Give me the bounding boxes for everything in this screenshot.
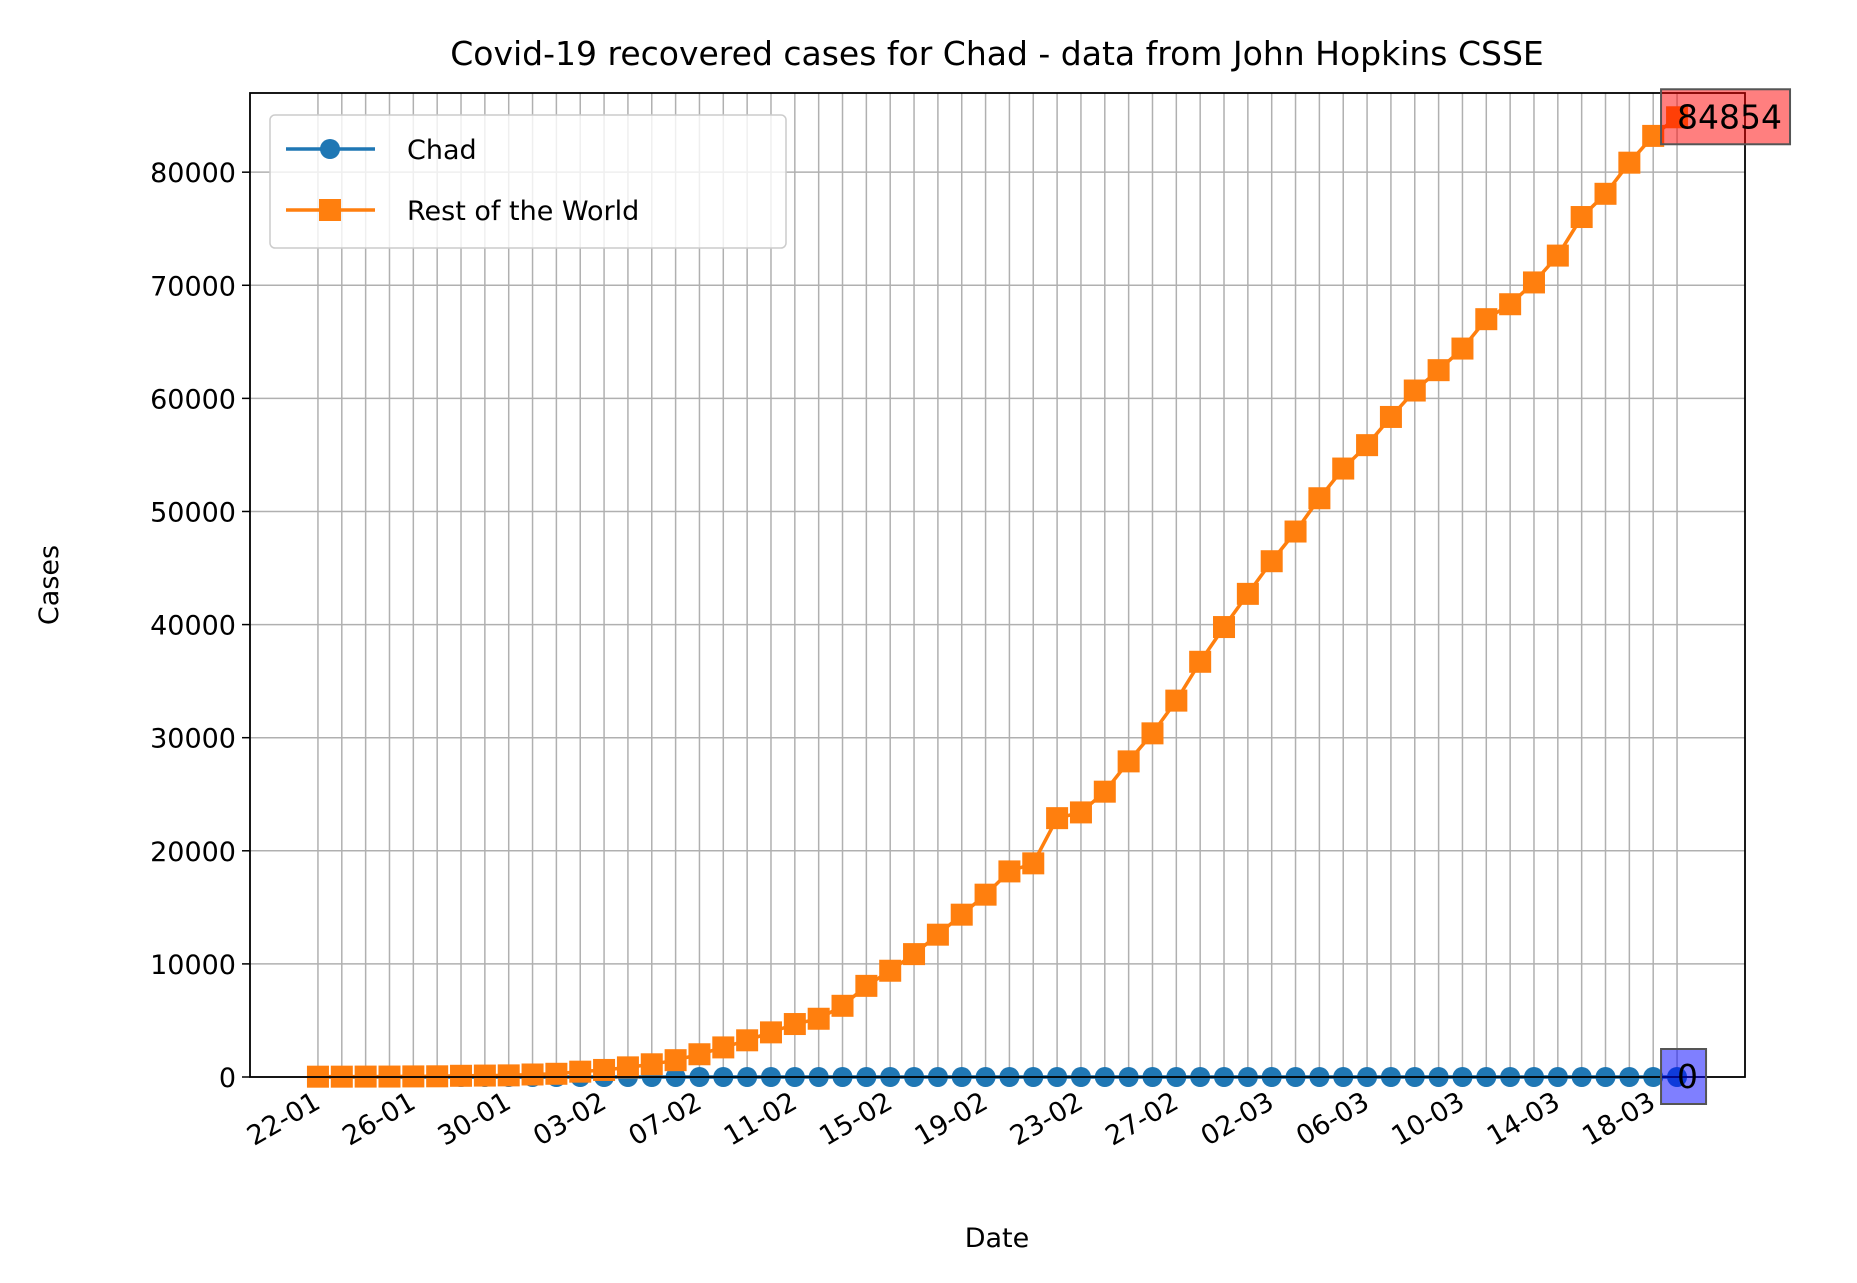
data-point bbox=[1356, 434, 1379, 457]
data-point bbox=[593, 1058, 616, 1081]
y-tick-label: 60000 bbox=[150, 384, 236, 415]
data-point bbox=[1284, 520, 1307, 543]
data-point bbox=[1618, 151, 1641, 174]
legend-box bbox=[269, 114, 787, 249]
data-point bbox=[1189, 650, 1212, 673]
data-point bbox=[664, 1049, 687, 1072]
data-point bbox=[1213, 616, 1236, 639]
data-point bbox=[521, 1063, 544, 1086]
data-point bbox=[783, 1013, 806, 1036]
legend-marker bbox=[320, 139, 340, 159]
data-point bbox=[1642, 124, 1665, 147]
data-point bbox=[1332, 457, 1355, 480]
series-line bbox=[317, 115, 1679, 1079]
data-point bbox=[807, 1007, 830, 1030]
data-point bbox=[855, 974, 878, 997]
data-point bbox=[1093, 780, 1116, 803]
data-point bbox=[903, 943, 926, 966]
data-point bbox=[473, 1064, 496, 1087]
data-point bbox=[1236, 582, 1259, 605]
value-label: 84854 bbox=[1677, 97, 1782, 136]
data-point bbox=[1570, 206, 1593, 229]
data-point bbox=[497, 1064, 520, 1087]
data-point bbox=[1475, 308, 1498, 331]
y-axis-label: Cases bbox=[34, 545, 65, 625]
legend-label: Chad bbox=[407, 135, 477, 166]
data-point bbox=[1141, 722, 1164, 745]
data-point bbox=[1403, 379, 1426, 402]
data-point bbox=[1117, 750, 1140, 773]
data-point bbox=[1451, 337, 1474, 360]
data-point bbox=[879, 959, 902, 982]
data-point bbox=[688, 1043, 711, 1066]
data-point bbox=[1069, 801, 1092, 824]
plot-frame bbox=[249, 92, 1746, 1078]
data-point bbox=[1379, 405, 1402, 428]
data-point bbox=[974, 883, 997, 906]
data-point bbox=[1260, 550, 1283, 573]
annotation-box bbox=[1660, 1048, 1708, 1105]
y-tick-label: 30000 bbox=[150, 724, 236, 755]
data-point bbox=[1046, 807, 1069, 830]
data-point bbox=[545, 1062, 568, 1085]
data-point bbox=[950, 903, 973, 926]
value-annotation: 0 bbox=[1660, 1048, 1708, 1105]
x-axis-label: Date bbox=[965, 1223, 1030, 1254]
y-tick-label: 70000 bbox=[150, 271, 236, 302]
data-point bbox=[759, 1021, 782, 1044]
legend-marker bbox=[319, 199, 341, 221]
y-tick-label: 40000 bbox=[150, 611, 236, 642]
data-point bbox=[1522, 271, 1545, 294]
data-point bbox=[926, 923, 949, 946]
data-point bbox=[1165, 689, 1188, 712]
data-point bbox=[1546, 244, 1569, 267]
y-tick-label: 10000 bbox=[150, 950, 236, 981]
data-point bbox=[1427, 359, 1450, 382]
annotation-box bbox=[1660, 88, 1792, 146]
data-point bbox=[1499, 293, 1522, 316]
data-point bbox=[998, 860, 1021, 883]
y-tick-label: 0 bbox=[219, 1063, 236, 1094]
legend-label: Rest of the World bbox=[407, 196, 639, 227]
data-point bbox=[569, 1060, 592, 1083]
value-label: 0 bbox=[1677, 1057, 1698, 1096]
data-point bbox=[450, 1064, 473, 1087]
data-point bbox=[831, 994, 854, 1017]
chart-title: Covid-19 recovered cases for Chad - data… bbox=[450, 34, 1544, 73]
data-point bbox=[1594, 182, 1617, 205]
y-tick-label: 50000 bbox=[150, 497, 236, 528]
data-point bbox=[616, 1056, 639, 1079]
data-point bbox=[640, 1053, 663, 1076]
data-point bbox=[712, 1036, 735, 1059]
data-point bbox=[1308, 487, 1331, 510]
value-annotation: 84854 bbox=[1660, 88, 1792, 146]
y-tick-label: 80000 bbox=[150, 158, 236, 189]
y-tick-label: 20000 bbox=[150, 837, 236, 868]
data-point bbox=[1022, 852, 1045, 875]
data-point bbox=[736, 1029, 759, 1052]
